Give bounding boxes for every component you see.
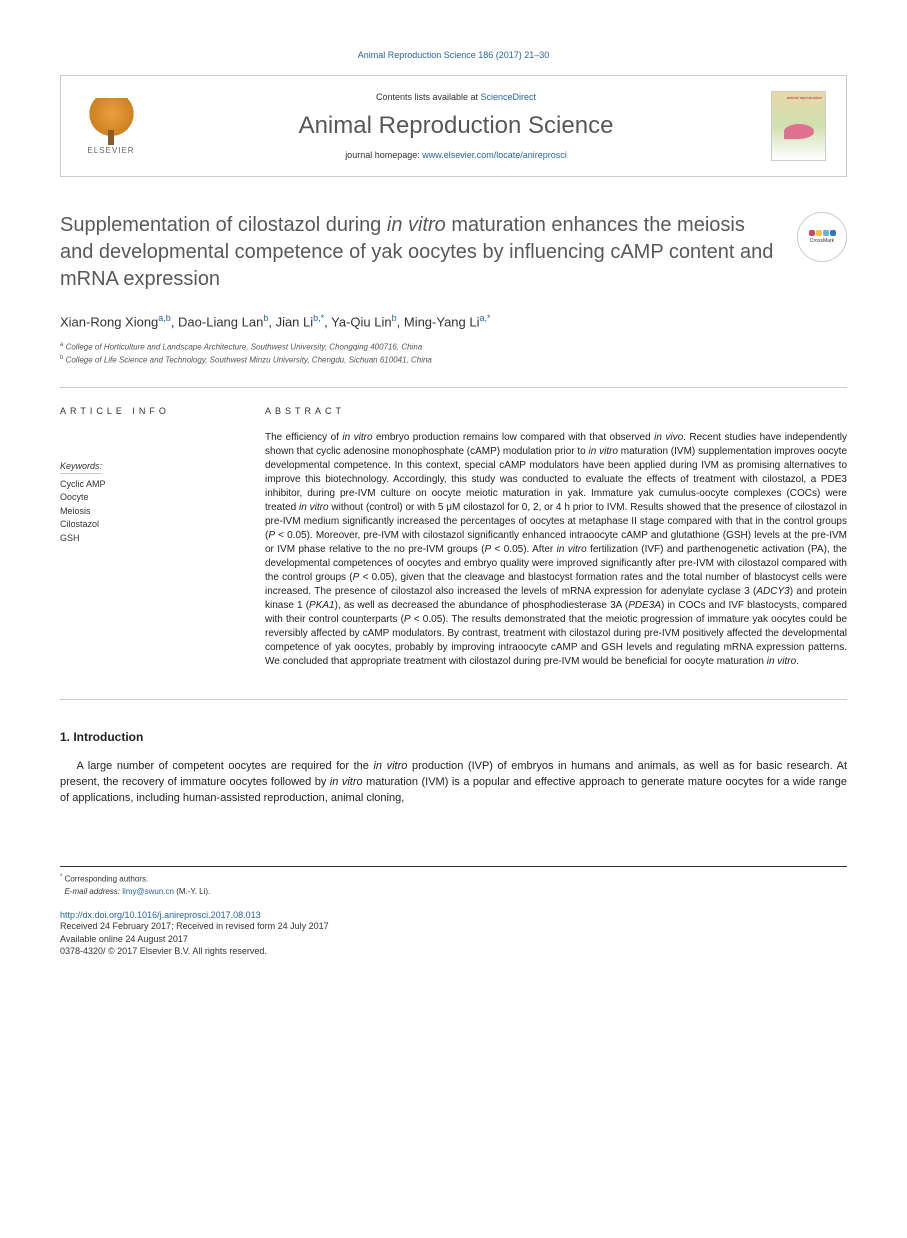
header-citation: Animal Reproduction Science 186 (2017) 2… bbox=[60, 50, 847, 60]
cover-image bbox=[772, 103, 825, 160]
abstract-text: The efficiency of in vitro embryo produc… bbox=[265, 431, 847, 669]
keywords-list: Cyclic AMP Oocyte Meiosis Cilostazol GSH bbox=[60, 478, 230, 546]
keyword: Meiosis bbox=[60, 505, 230, 519]
affiliations: a College of Horticulture and Landscape … bbox=[60, 341, 847, 366]
crossmark-dot-4 bbox=[830, 230, 836, 236]
email-link[interactable]: limy@swun.cn bbox=[122, 887, 174, 896]
article-info-column: ARTICLE INFO Keywords: Cyclic AMP Oocyte… bbox=[60, 406, 230, 669]
article-title: Supplementation of cilostazol during in … bbox=[60, 212, 777, 293]
sciencedirect-link[interactable]: ScienceDirect bbox=[481, 92, 537, 102]
homepage-link[interactable]: www.elsevier.com/locate/anireprosci bbox=[422, 150, 567, 160]
issn-info: 0378-4320/ © 2017 Elsevier B.V. All righ… bbox=[60, 945, 847, 958]
crossmark-dot-2 bbox=[816, 230, 822, 236]
abstract-header: ABSTRACT bbox=[265, 406, 847, 416]
affiliation-b: b College of Life Science and Technology… bbox=[60, 354, 847, 367]
contents-line: Contents lists available at ScienceDirec… bbox=[161, 92, 751, 102]
title-row: Supplementation of cilostazol during in … bbox=[60, 212, 847, 293]
keyword: Cilostazol bbox=[60, 518, 230, 532]
crossmark-colors bbox=[809, 230, 836, 236]
crossmark-label: CrossMark bbox=[810, 238, 834, 244]
journal-name: Animal Reproduction Science bbox=[161, 112, 751, 140]
divider bbox=[60, 387, 847, 388]
contents-text: Contents lists available at bbox=[376, 92, 481, 102]
crossmark-badge[interactable]: CrossMark bbox=[797, 212, 847, 262]
info-abstract-row: ARTICLE INFO Keywords: Cyclic AMP Oocyte… bbox=[60, 406, 847, 669]
corresponding-note: * Corresponding authors. bbox=[60, 873, 847, 886]
elsevier-logo: ELSEVIER bbox=[81, 98, 141, 155]
crossmark-dot-1 bbox=[809, 230, 815, 236]
journal-cover-thumbnail: animal reproduction bbox=[771, 91, 826, 161]
divider bbox=[60, 699, 847, 700]
keywords-label: Keywords: bbox=[60, 461, 102, 474]
authors-line: Xian-Rong Xionga,b, Dao-Liang Lanb, Jian… bbox=[60, 313, 847, 329]
footer-area: * Corresponding authors. E-mail address:… bbox=[60, 866, 847, 957]
article-info-header: ARTICLE INFO bbox=[60, 406, 230, 416]
keyword: Oocyte bbox=[60, 491, 230, 505]
doi-link[interactable]: http://dx.doi.org/10.1016/j.anireprosci.… bbox=[60, 910, 847, 920]
journal-header-box: ELSEVIER Contents lists available at Sci… bbox=[60, 75, 847, 177]
elsevier-label: ELSEVIER bbox=[87, 146, 134, 155]
received-info: Received 24 February 2017; Received in r… bbox=[60, 920, 847, 933]
journal-center: Contents lists available at ScienceDirec… bbox=[161, 92, 751, 160]
affiliation-a: a College of Horticulture and Landscape … bbox=[60, 341, 847, 354]
cover-title: animal reproduction bbox=[772, 92, 825, 103]
crossmark-dot-3 bbox=[823, 230, 829, 236]
available-info: Available online 24 August 2017 bbox=[60, 933, 847, 946]
email-note: E-mail address: limy@swun.cn (M.-Y. Li). bbox=[60, 886, 847, 898]
introduction-header: 1. Introduction bbox=[60, 730, 847, 744]
homepage-text: journal homepage: bbox=[345, 150, 422, 160]
keyword: Cyclic AMP bbox=[60, 478, 230, 492]
keyword: GSH bbox=[60, 532, 230, 546]
homepage-line: journal homepage: www.elsevier.com/locat… bbox=[161, 150, 751, 160]
introduction-paragraph: A large number of competent oocytes are … bbox=[60, 759, 847, 807]
abstract-column: ABSTRACT The efficiency of in vitro embr… bbox=[265, 406, 847, 669]
elsevier-tree-icon bbox=[89, 98, 134, 143]
